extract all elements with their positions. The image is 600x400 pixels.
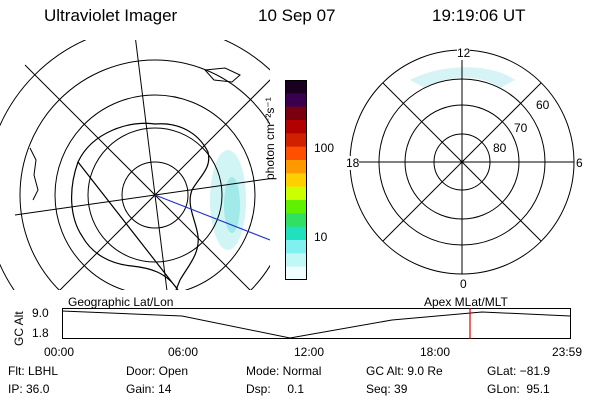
- latitude-circle-60: [54, 94, 256, 290]
- colorbar-segment: [285, 80, 307, 94]
- colorbar-unit-label: photon cm⁻²s⁻¹: [263, 97, 277, 180]
- y-tick-high: 9.0: [32, 306, 49, 320]
- mlt-label-12: 12: [457, 46, 471, 60]
- x-tick-12: 12:00: [294, 345, 325, 359]
- x-tick-2359: 23:59: [552, 345, 583, 359]
- right-map-label: Apex MLat/MLT: [424, 295, 508, 309]
- colorbar-tick-100: 100: [314, 141, 335, 155]
- colorbar-segment: [285, 173, 307, 188]
- seq-info: Seq: 39: [366, 382, 408, 396]
- colorbar-frame: [285, 80, 307, 280]
- x-tick-00: 00:00: [44, 345, 75, 359]
- glon-info: GLon: 95.1: [487, 382, 550, 396]
- door-info: Door: Open: [126, 364, 189, 378]
- x-tick-06: 06:00: [168, 345, 199, 359]
- colorbar-tick-10: 10: [314, 230, 328, 244]
- mlt-label-0: 0: [460, 277, 467, 291]
- x-tick-18: 18:00: [420, 345, 451, 359]
- date-label: 10 Sep 07: [258, 6, 336, 25]
- y-tick-low: 1.8: [32, 326, 49, 340]
- satellite-track: [154, 194, 270, 241]
- colorbar-segment: [285, 186, 307, 201]
- antarctica-coastline: [71, 122, 210, 290]
- mode-info: Mode: Normal: [246, 364, 322, 378]
- colorbar-segment: [285, 226, 307, 241]
- mlt-line: [382, 82, 542, 242]
- aurora-emission: [410, 67, 515, 88]
- mlt-label-18: 18: [346, 156, 360, 170]
- colorbar-segment: [285, 93, 307, 108]
- island-outline: [203, 67, 241, 83]
- colorbar-segment: [285, 133, 307, 148]
- colorbar-segment: [285, 120, 307, 134]
- colorbar-segment: [285, 213, 307, 228]
- gc-alt-info: GC Alt: 9.0 Re: [366, 364, 443, 378]
- mlat-label-80: 80: [493, 141, 507, 155]
- colorbar-segment: [285, 266, 307, 280]
- latitude-circle-50: [19, 59, 270, 290]
- gc-alt-axis-label: GC Alt: [12, 311, 26, 346]
- plot-frame: [62, 308, 571, 339]
- altitude-curve: [62, 310, 571, 339]
- filter-info: Flt: LBHL: [8, 364, 59, 378]
- colorbar-segment: [285, 240, 307, 254]
- glat-info: GLat: −81.9: [487, 364, 551, 378]
- latitude-circle-70: [87, 127, 223, 263]
- dsp-info: Dsp: 0.1: [246, 382, 305, 396]
- colorbar-segment: [285, 253, 307, 268]
- colorbar-segment: [285, 146, 307, 161]
- colorbar: [285, 80, 307, 280]
- altitude-strip-plot: [62, 308, 571, 339]
- latitude-circle-80: [121, 161, 189, 229]
- gain-info: Gain: 14: [126, 382, 172, 396]
- geographic-map: [0, 40, 270, 290]
- left-map-label: Geographic Lat/Lon: [68, 295, 174, 309]
- colorbar-segment: [285, 106, 307, 121]
- colorbar-segment: [285, 160, 307, 174]
- mlat-label-70: 70: [514, 121, 528, 135]
- coastline: [29, 147, 39, 201]
- mlat-label-60: 60: [536, 98, 550, 112]
- mlt-label-6: 6: [576, 156, 583, 170]
- magnetic-map: [349, 49, 575, 275]
- time-label: 19:19:06 UT: [432, 6, 526, 25]
- instrument-title: Ultraviolet Imager: [44, 6, 178, 25]
- ip-info: IP: 36.0: [8, 382, 50, 396]
- colorbar-segment: [285, 200, 307, 214]
